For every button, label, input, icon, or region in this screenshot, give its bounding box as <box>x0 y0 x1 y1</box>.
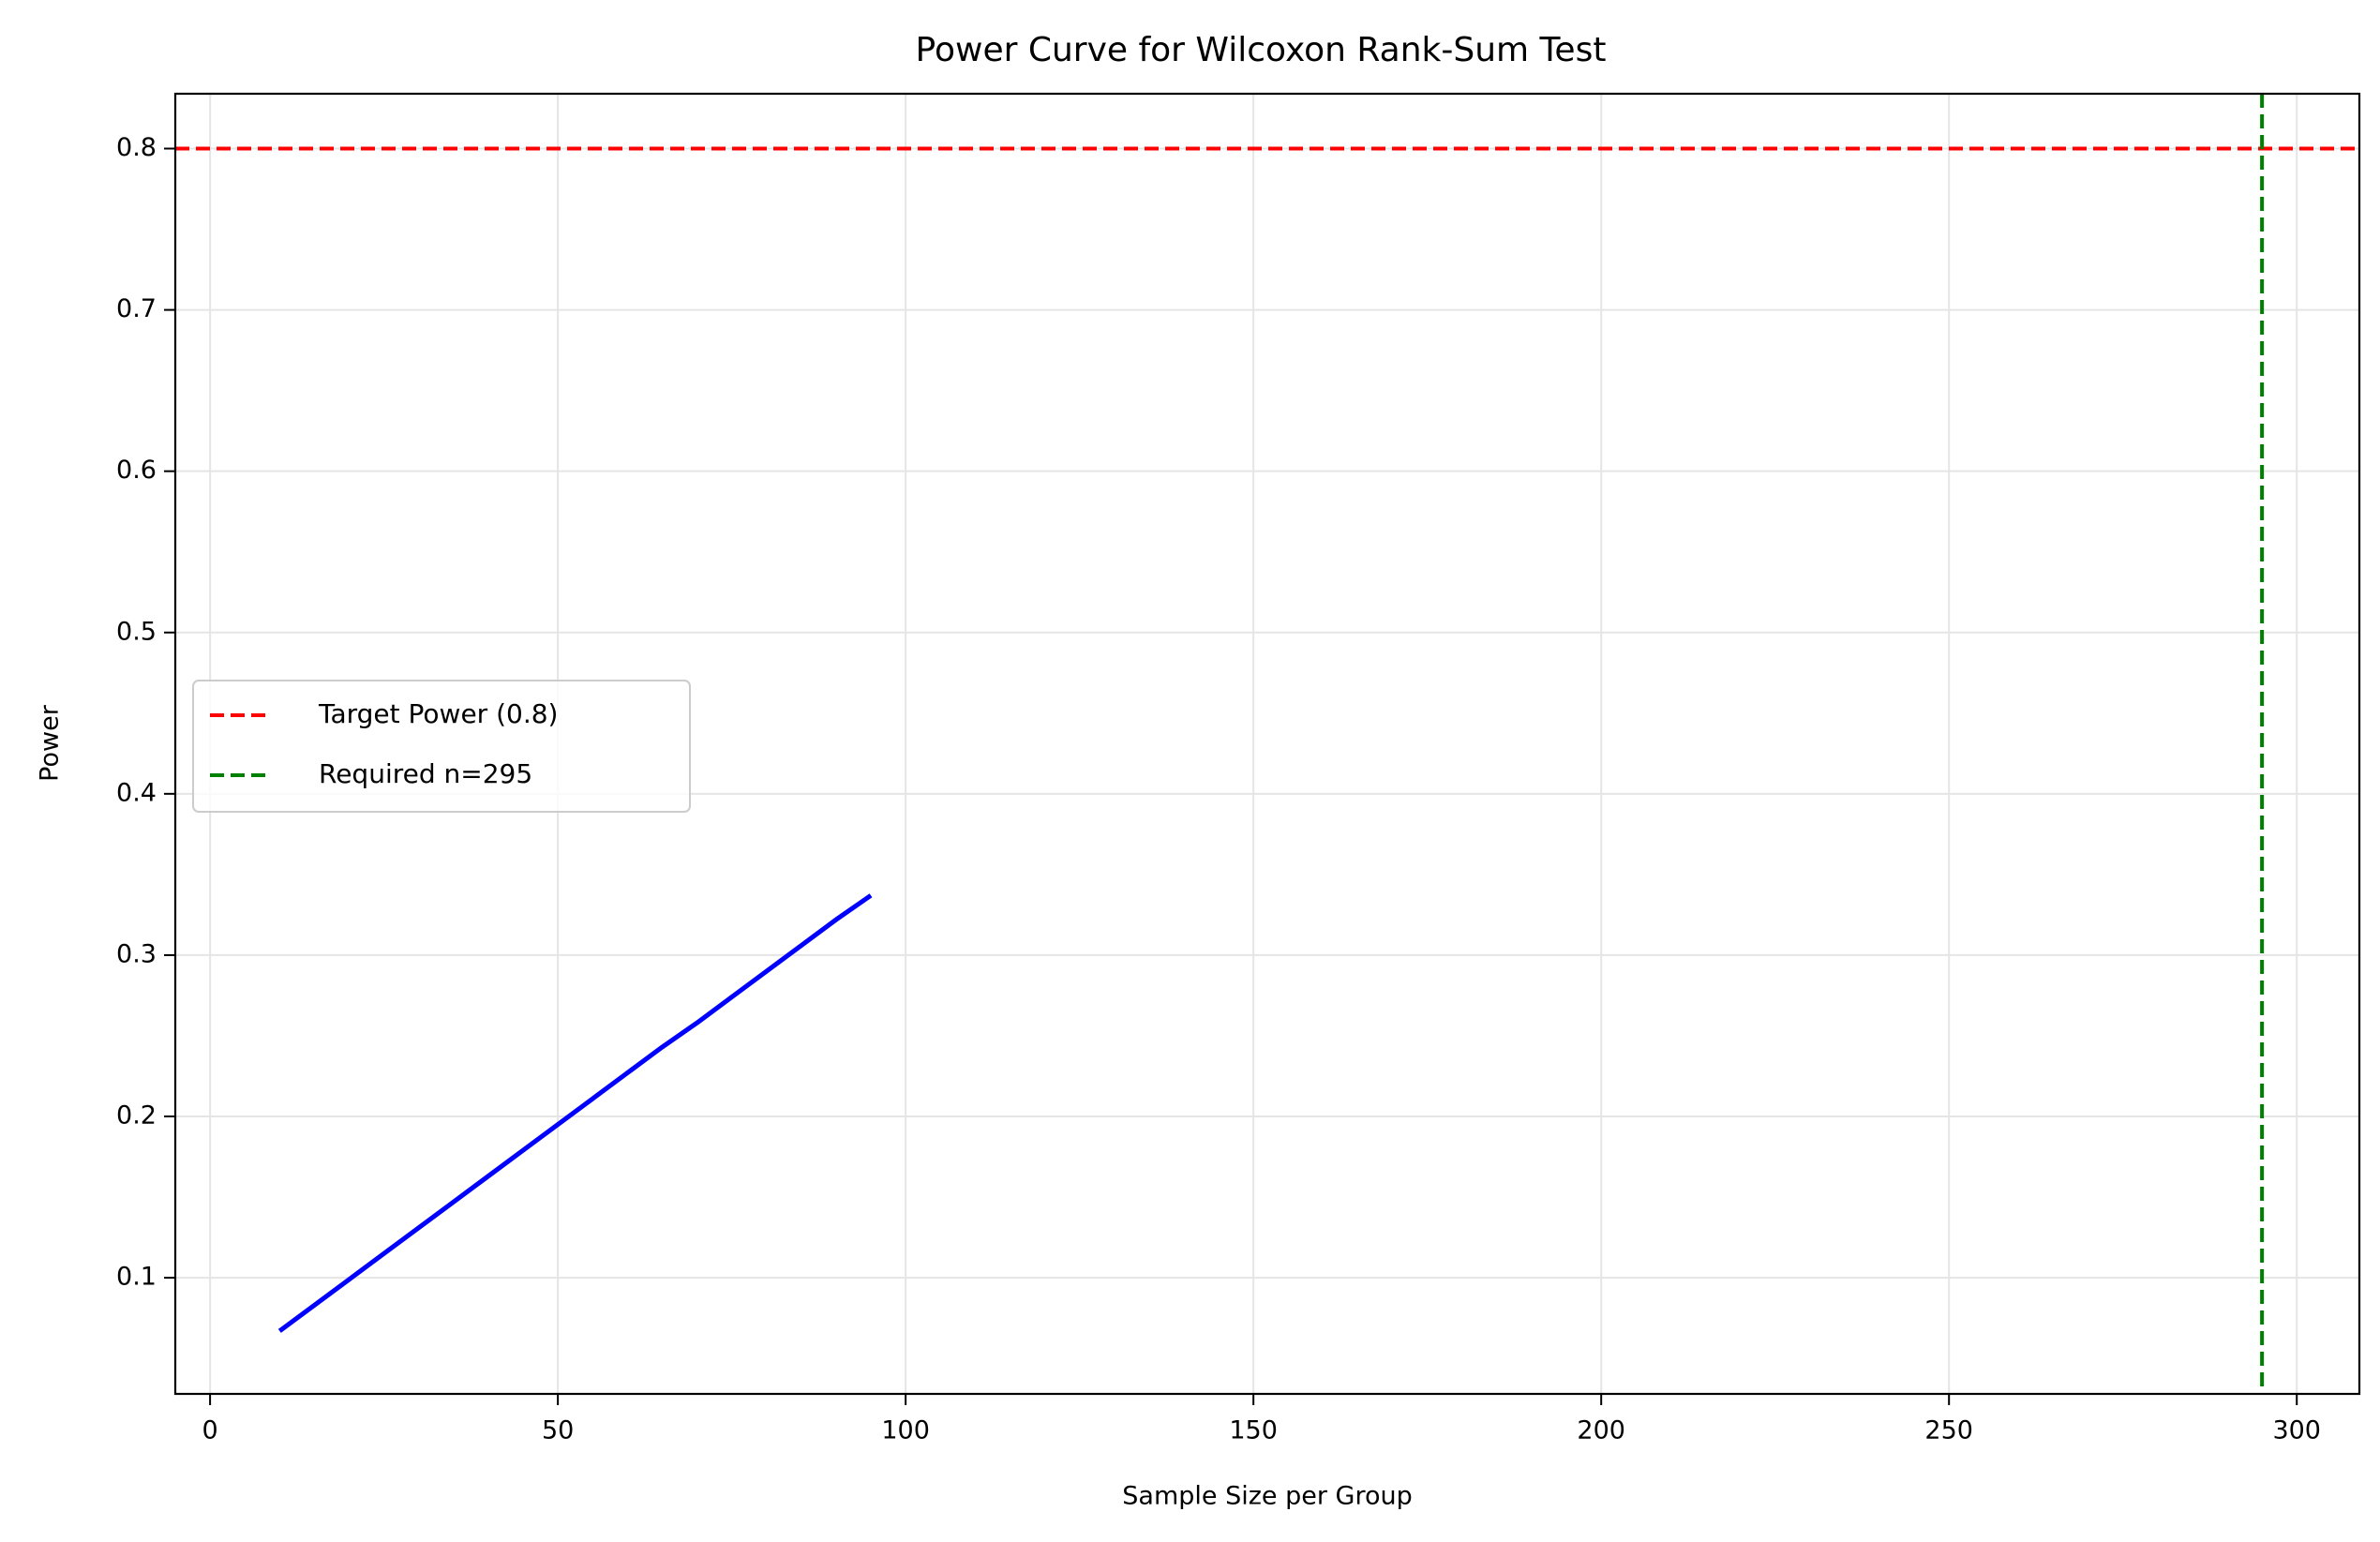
x-tick-label: 0 <box>202 1416 218 1445</box>
y-axis-label: Power <box>36 704 65 782</box>
legend-label: Target Power (0.8) <box>318 698 558 729</box>
y-tick-label: 0.6 <box>116 456 157 485</box>
power-curve-line <box>277 893 873 1333</box>
x-axis-label: Sample Size per Group <box>1122 1482 1412 1511</box>
x-tick-label: 100 <box>881 1416 930 1445</box>
axes-frame <box>173 92 2361 1396</box>
grid <box>175 94 2359 1394</box>
y-tick-label: 0.3 <box>116 939 157 968</box>
y-tick-label: 0.4 <box>116 778 157 807</box>
x-tick-label: 250 <box>1924 1416 1973 1445</box>
x-tick-label: 150 <box>1229 1416 1278 1445</box>
y-tick-label: 0.7 <box>116 294 157 323</box>
legend: Target Power (0.8) Required n=295 <box>192 680 691 813</box>
y-tick-label: 0.5 <box>116 617 157 646</box>
legend-label: Required n=295 <box>319 758 532 789</box>
chart-title: Power Curve for Wilcoxon Rank-Sum Test <box>916 31 1607 69</box>
x-tick-label: 300 <box>2272 1416 2321 1445</box>
x-tick-label: 200 <box>1577 1416 1625 1445</box>
y-tick-label: 0.2 <box>116 1101 157 1130</box>
x-tick-label: 50 <box>542 1416 574 1445</box>
y-tick-label: 0.8 <box>116 133 157 162</box>
plot-area <box>175 94 2359 1394</box>
legend-box <box>192 680 691 813</box>
y-tick-label: 0.1 <box>116 1263 157 1292</box>
axis-ticks: 0 50 100 150 200 250 300 0.1 0.2 0.3 0.4 0.5 0.6 0.7 0… <box>116 133 2321 1445</box>
